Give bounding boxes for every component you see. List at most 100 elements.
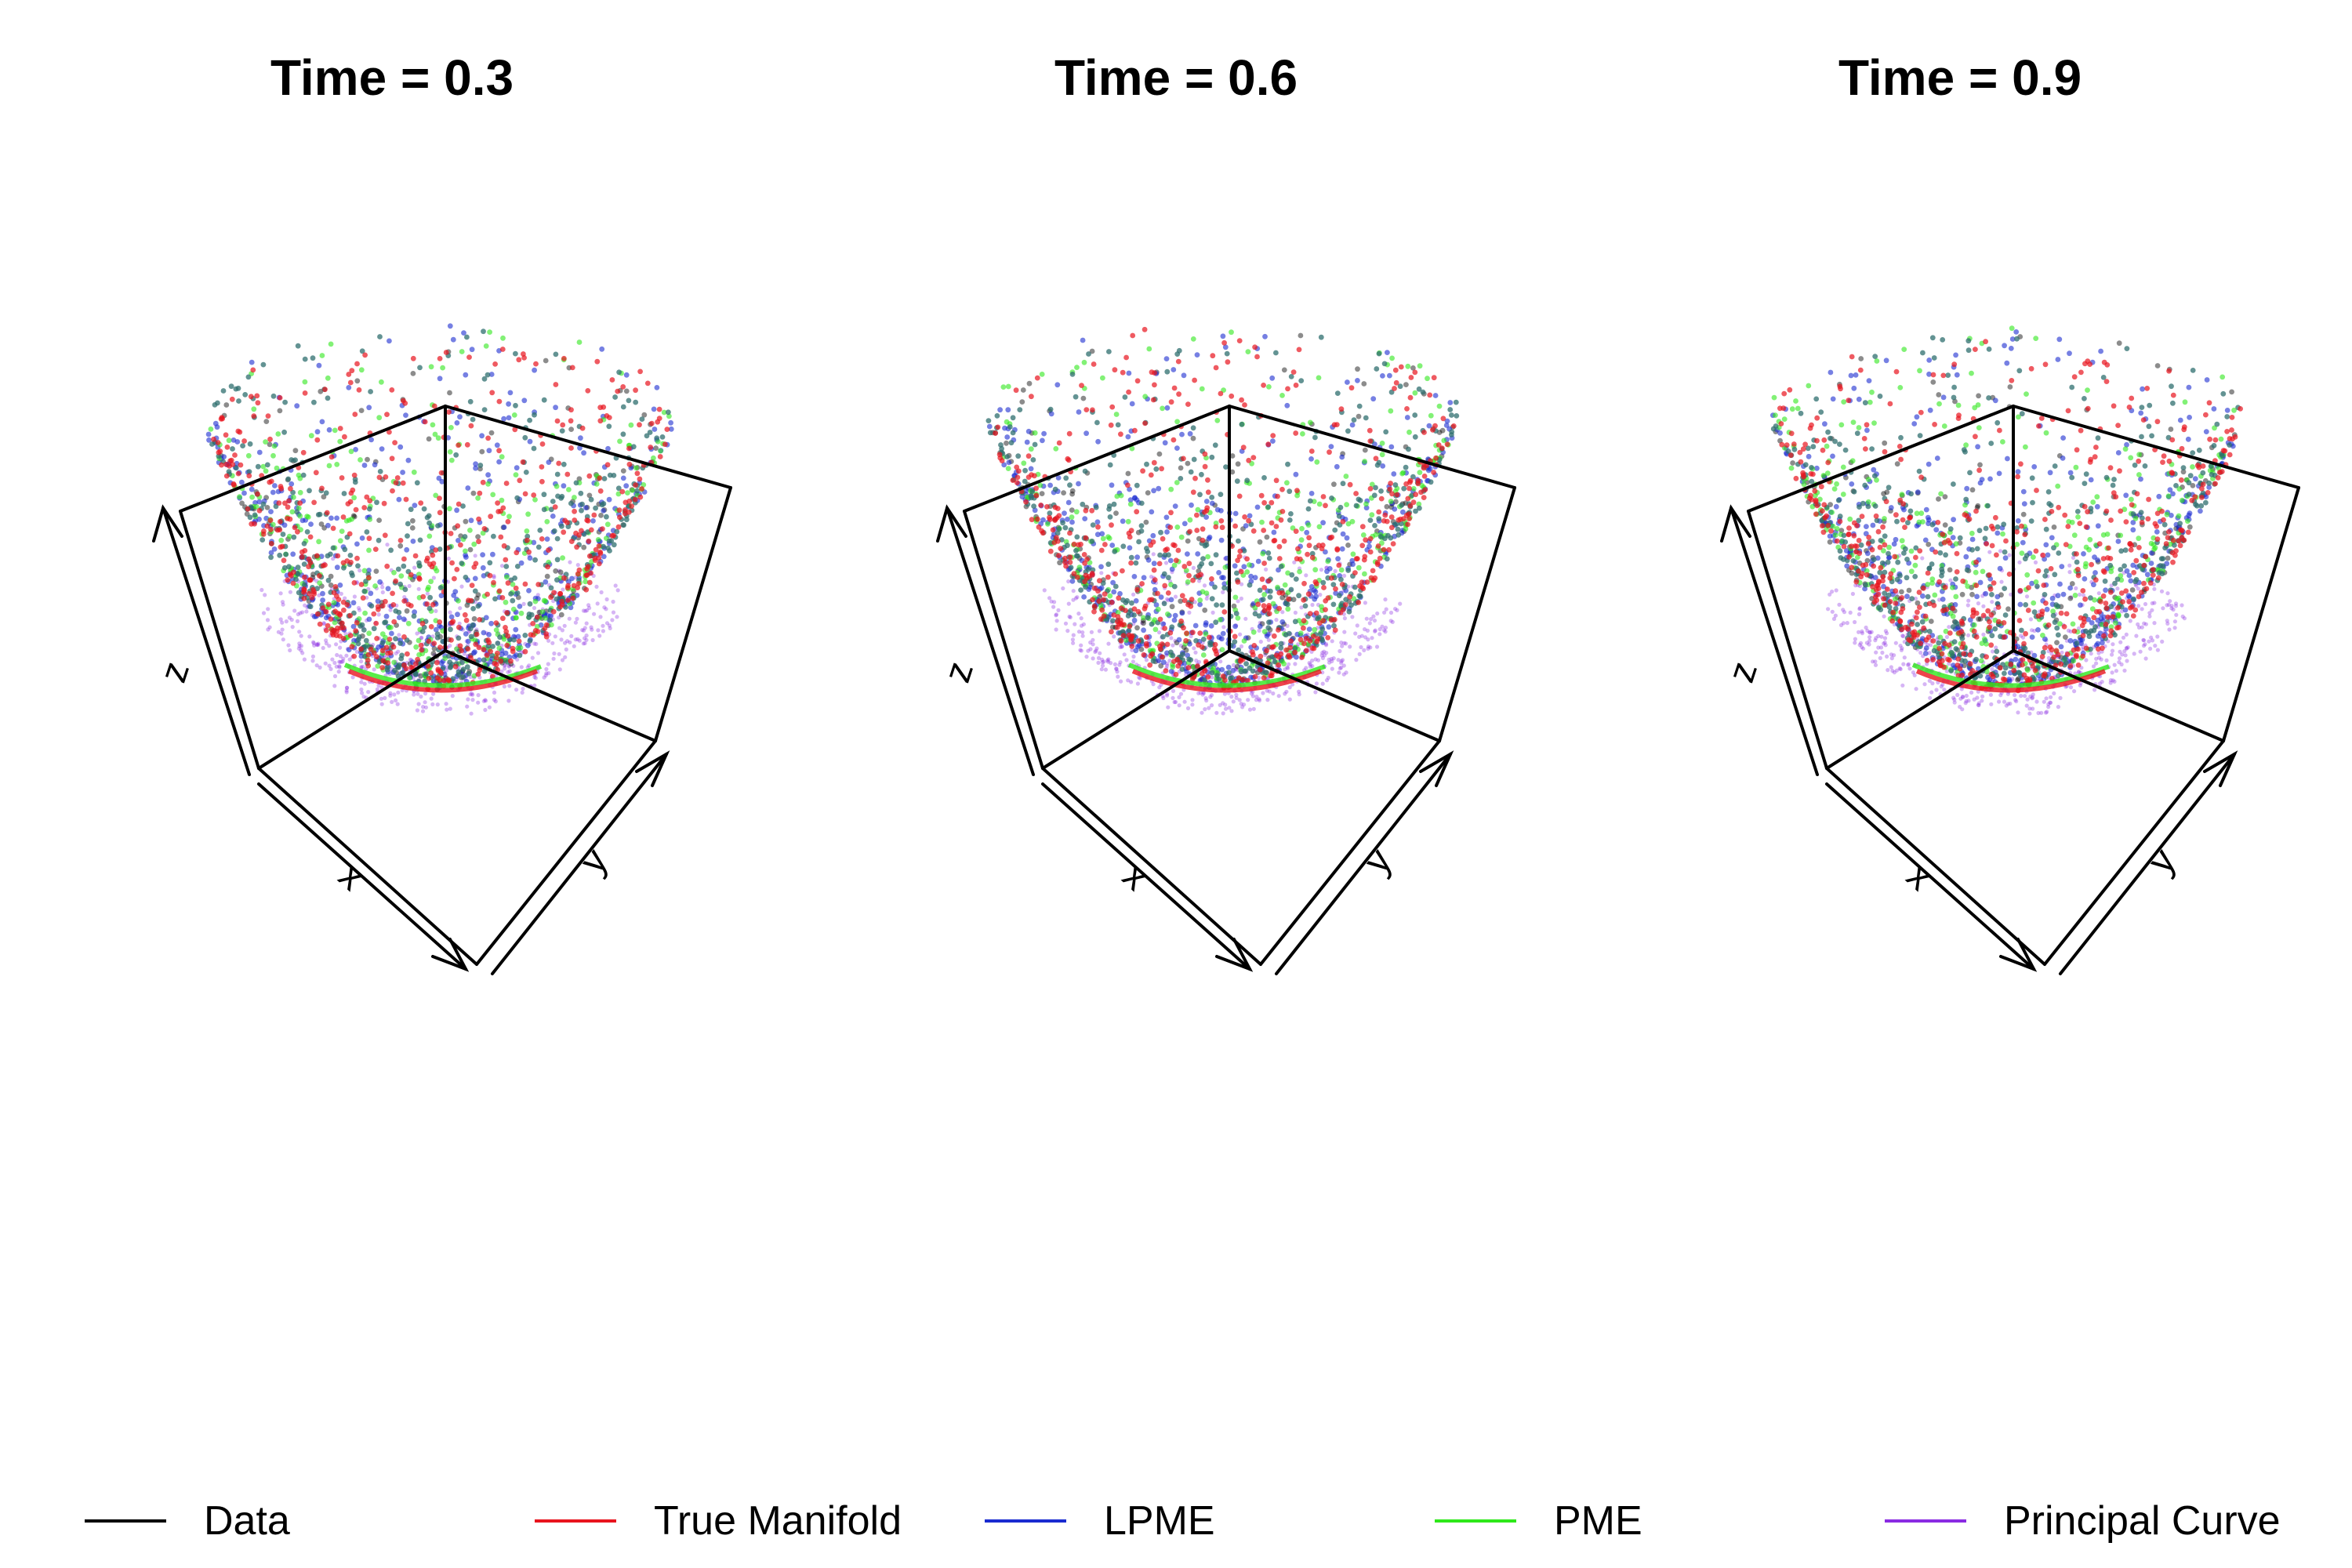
- point: [285, 504, 291, 510]
- point: [465, 704, 470, 709]
- point: [1162, 583, 1168, 589]
- point: [588, 570, 593, 576]
- point: [221, 454, 227, 459]
- point: [1242, 702, 1247, 707]
- point: [364, 529, 370, 535]
- point: [1344, 535, 1350, 541]
- point: [1143, 641, 1149, 647]
- point: [321, 645, 325, 651]
- point: [521, 601, 526, 607]
- point: [1232, 510, 1239, 517]
- point: [1171, 562, 1178, 568]
- point: [548, 585, 554, 591]
- point: [584, 621, 589, 626]
- point: [372, 462, 378, 468]
- point: [554, 596, 560, 602]
- point: [518, 610, 524, 616]
- point: [1299, 525, 1305, 532]
- point: [376, 474, 383, 481]
- point: [265, 618, 270, 622]
- point: [1214, 602, 1219, 608]
- point: [1306, 535, 1312, 541]
- point: [1123, 608, 1128, 613]
- point: [1109, 482, 1115, 488]
- point: [1413, 508, 1418, 514]
- point: [359, 665, 364, 670]
- point: [371, 626, 377, 632]
- point: [1042, 588, 1047, 593]
- point: [568, 640, 572, 644]
- point: [1357, 498, 1363, 503]
- point: [383, 644, 390, 651]
- point: [466, 697, 470, 702]
- point: [507, 390, 514, 396]
- point: [250, 367, 256, 373]
- point: [1273, 524, 1279, 529]
- box-edge: [179, 405, 447, 513]
- point: [1054, 612, 1059, 617]
- point: [1199, 471, 1204, 477]
- point: [1276, 627, 1281, 633]
- point: [1181, 564, 1188, 569]
- point: [324, 641, 328, 646]
- point: [515, 633, 521, 640]
- point: [1217, 617, 1223, 622]
- point: [617, 514, 622, 521]
- point: [1307, 498, 1313, 504]
- point: [1120, 633, 1127, 639]
- point: [1029, 495, 1034, 501]
- point: [513, 626, 519, 633]
- point: [1214, 506, 1221, 513]
- point: [1114, 493, 1120, 499]
- point: [1100, 580, 1106, 586]
- point: [1388, 444, 1395, 450]
- point: [1260, 597, 1266, 602]
- point: [2072, 689, 2077, 694]
- point: [1062, 559, 1068, 565]
- point: [1218, 702, 1222, 707]
- point: [1309, 554, 1316, 561]
- point: [1159, 641, 1165, 647]
- point: [481, 407, 488, 412]
- point: [319, 353, 325, 358]
- point: [448, 610, 452, 615]
- point: [470, 622, 476, 628]
- point: [1900, 683, 1905, 688]
- point: [383, 619, 389, 626]
- point: [1126, 627, 1132, 633]
- point: [1315, 615, 1320, 622]
- point: [1129, 680, 1134, 684]
- point: [1381, 628, 1387, 633]
- point: [1127, 497, 1134, 503]
- point: [666, 413, 672, 419]
- point: [1160, 621, 1166, 627]
- point: [1128, 637, 1134, 643]
- point: [1164, 529, 1170, 535]
- point: [264, 523, 270, 529]
- point: [1163, 668, 1169, 673]
- box-edge: [1041, 649, 1231, 770]
- point: [385, 543, 390, 547]
- point: [1138, 676, 1142, 681]
- point: [347, 379, 354, 386]
- point: [224, 445, 230, 450]
- point: [1342, 641, 1347, 645]
- point: [498, 508, 503, 514]
- point: [2016, 710, 2020, 715]
- point: [564, 647, 568, 652]
- point: [1299, 655, 1305, 660]
- point: [1130, 332, 1136, 339]
- point: [1377, 555, 1383, 561]
- point: [514, 465, 520, 471]
- point: [1172, 503, 1178, 509]
- point: [2056, 705, 2060, 710]
- point: [587, 605, 592, 611]
- point: [1145, 615, 1151, 621]
- point: [405, 457, 412, 463]
- point: [1163, 514, 1170, 521]
- point: [1453, 399, 1459, 405]
- point: [1229, 695, 1234, 699]
- point: [1035, 516, 1040, 522]
- point: [2132, 652, 2136, 656]
- point: [1240, 582, 1244, 586]
